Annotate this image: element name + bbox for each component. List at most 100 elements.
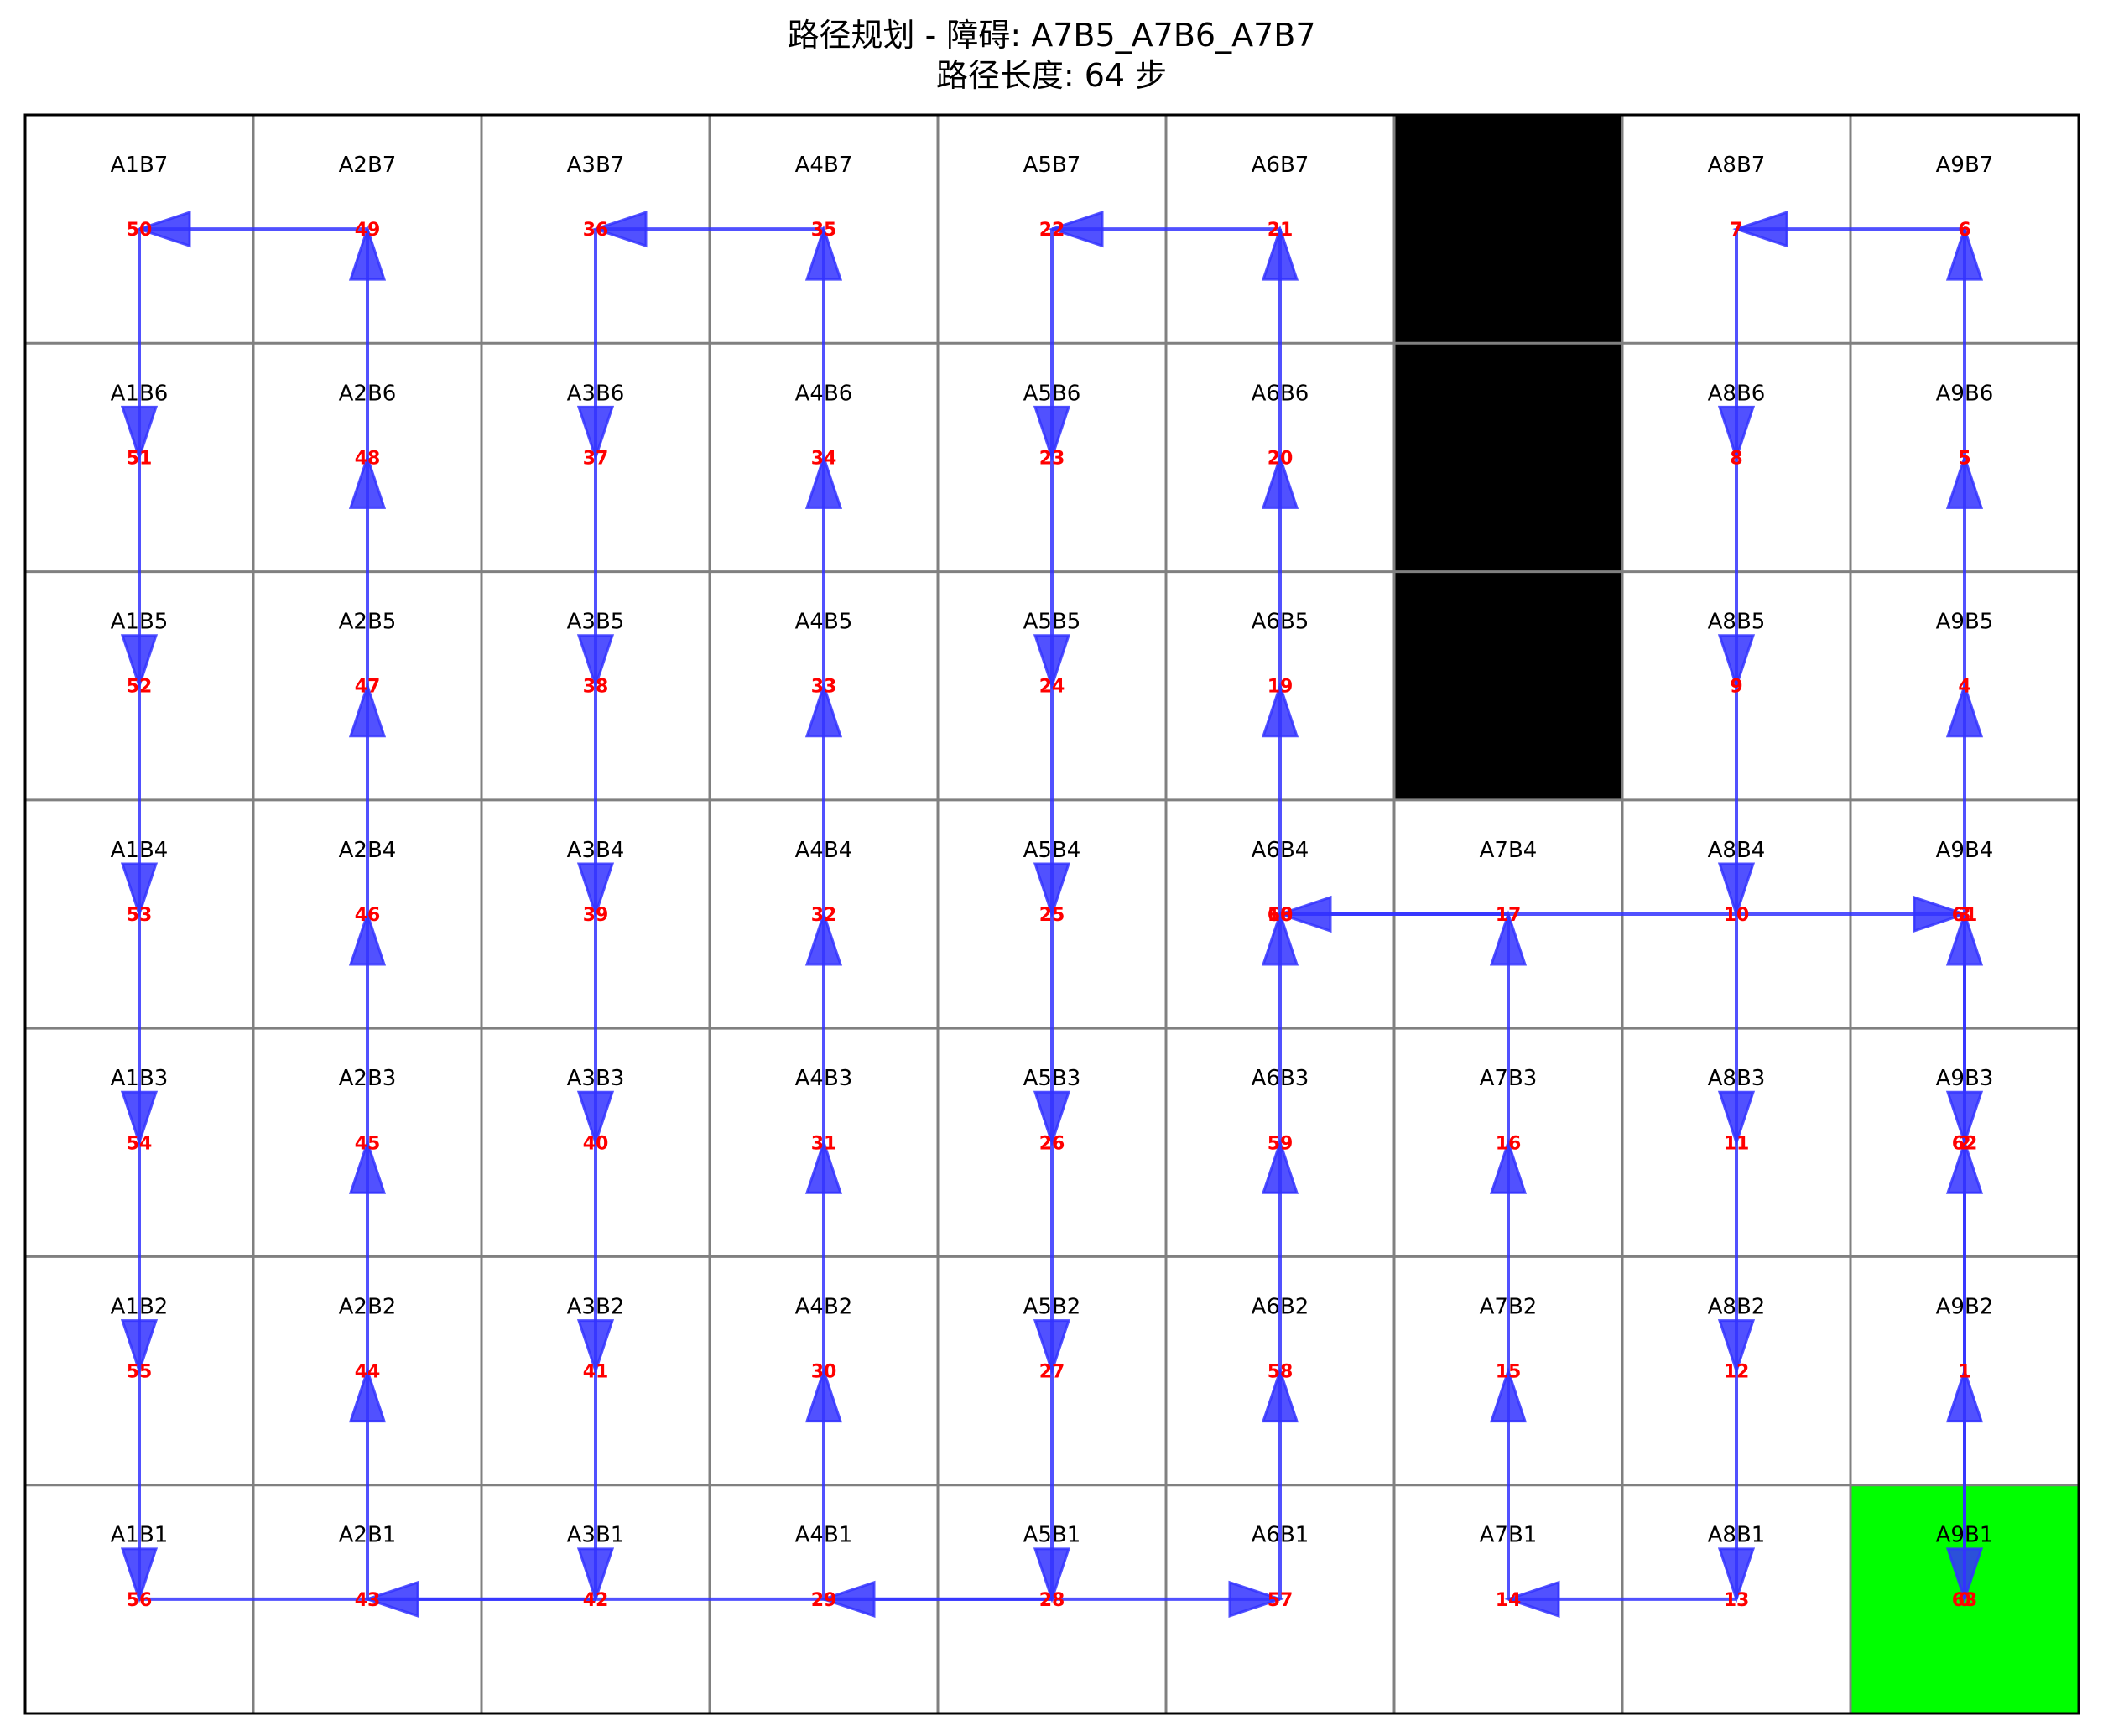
step-number: 17: [1496, 905, 1522, 926]
path-step-arrow: [576, 229, 615, 462]
step-number: 8: [1730, 448, 1742, 469]
step-number: 43: [355, 1590, 381, 1611]
path-step-arrow: [1033, 685, 1071, 918]
step-number: 2: [1958, 1133, 1970, 1154]
cell-label-a9b7: A9B7: [1936, 153, 1994, 178]
step-number: 19: [1268, 677, 1294, 698]
step-number: 48: [355, 448, 381, 469]
step-number: 63: [1952, 1590, 1978, 1611]
step-number: 60: [1268, 905, 1294, 926]
step-number: 38: [583, 677, 609, 698]
path-step-arrow: [1945, 914, 1984, 1147]
step-number: 32: [811, 905, 837, 926]
cell-label-a4b7: A4B7: [795, 153, 853, 178]
step-number: 41: [583, 1362, 609, 1383]
path-step-arrow: [1717, 1142, 1756, 1375]
step-number: 7: [1730, 220, 1742, 241]
cell-label-a1b7: A1B7: [111, 153, 169, 178]
path-step-arrow: [120, 457, 159, 690]
path-step-arrow: [1717, 685, 1756, 918]
path-step-arrow: [576, 457, 615, 690]
path-step-arrow: [804, 1366, 843, 1599]
path-step-arrow: [1945, 1142, 1984, 1603]
path-step-arrow: [348, 225, 387, 458]
path-step-arrow: [1945, 681, 1984, 914]
path-step-arrow: [120, 229, 159, 462]
step-number: 34: [811, 448, 837, 469]
path-step-arrow: [1261, 681, 1299, 914]
step-number: 44: [355, 1362, 381, 1383]
title-line-1: 路径规划 - 障碍: A7B5_A7B6_A7B7: [787, 17, 1316, 54]
step-number: 10: [1724, 905, 1750, 926]
path-step-arrow: [1261, 1138, 1299, 1371]
step-number: 62: [1952, 1133, 1978, 1154]
path-step-arrow: [348, 1366, 387, 1599]
title-line-2: 路径长度: 64 步: [935, 57, 1168, 94]
step-number: 39: [583, 905, 609, 926]
step-number: 22: [1039, 220, 1065, 241]
step-number: 1: [1958, 1362, 1970, 1383]
obstacle-cell-a7b7: [1394, 115, 1622, 344]
path-step-arrow: [804, 681, 843, 914]
cell-label-a8b7: A8B7: [1708, 153, 1766, 178]
step-number: 35: [811, 220, 837, 241]
step-number: 31: [811, 1133, 837, 1154]
path-step-arrow: [1033, 914, 1071, 1147]
path-step-arrow: [1280, 895, 1969, 933]
step-number: 54: [127, 1133, 153, 1154]
step-number: 13: [1724, 1590, 1750, 1611]
path-step-arrow: [1489, 1138, 1528, 1371]
path-step-arrow: [348, 453, 387, 686]
step-number: 15: [1496, 1362, 1522, 1383]
step-number: 29: [811, 1590, 837, 1611]
step-number: 16: [1496, 1133, 1522, 1154]
step-number: 30: [811, 1362, 837, 1383]
cell-label-a3b7: A3B7: [567, 153, 625, 178]
step-number: 18: [1268, 905, 1294, 926]
step-number: 55: [127, 1362, 153, 1383]
path-step-arrow: [576, 685, 615, 918]
step-number: 53: [127, 905, 153, 926]
step-number: 33: [811, 677, 837, 698]
path-step-arrow: [1261, 1366, 1299, 1599]
path-step-arrow: [1033, 1370, 1071, 1603]
obstacle-cell-a7b6: [1394, 343, 1622, 572]
step-number: 37: [583, 448, 609, 469]
step-number: 28: [1039, 1590, 1065, 1611]
path-step-arrow: [804, 910, 843, 1143]
step-number: 26: [1039, 1133, 1065, 1154]
step-number: 49: [355, 220, 381, 241]
path-step-arrow: [1033, 1142, 1071, 1375]
cell-label-a7b4: A7B4: [1480, 838, 1538, 863]
step-number: 4: [1958, 677, 1970, 698]
path-step-arrow: [348, 910, 387, 1143]
path-step-arrow: [139, 1580, 1284, 1618]
path-step-arrow: [1717, 1370, 1756, 1603]
step-number: 45: [355, 1133, 381, 1154]
path-step-arrow: [804, 225, 843, 458]
step-number: 23: [1039, 448, 1065, 469]
step-number: 52: [127, 677, 153, 698]
path-step-arrow: [1489, 1366, 1528, 1599]
cell-label-a5b7: A5B7: [1023, 153, 1081, 178]
path-step-arrow: [576, 914, 615, 1147]
step-number: 51: [127, 448, 153, 469]
cell-label-a6b7: A6B7: [1252, 153, 1309, 178]
path-step-arrow: [120, 1370, 159, 1603]
step-number: 9: [1730, 677, 1742, 698]
path-step-arrow: [1261, 910, 1299, 1143]
step-number: 25: [1039, 905, 1065, 926]
path-step-arrow: [1717, 457, 1756, 690]
path-step-arrow: [120, 914, 159, 1147]
step-number: 47: [355, 677, 381, 698]
step-number: 59: [1268, 1133, 1294, 1154]
step-number: 12: [1724, 1362, 1750, 1383]
obstacle-cell-a7b5: [1394, 571, 1622, 800]
grid-border: [23, 113, 2080, 1715]
step-number: 3: [1958, 905, 1970, 926]
path-step-arrow: [348, 681, 387, 914]
path-step-arrow: [120, 1142, 159, 1375]
path-step-arrow: [120, 685, 159, 918]
path-step-arrow: [1732, 211, 1965, 248]
